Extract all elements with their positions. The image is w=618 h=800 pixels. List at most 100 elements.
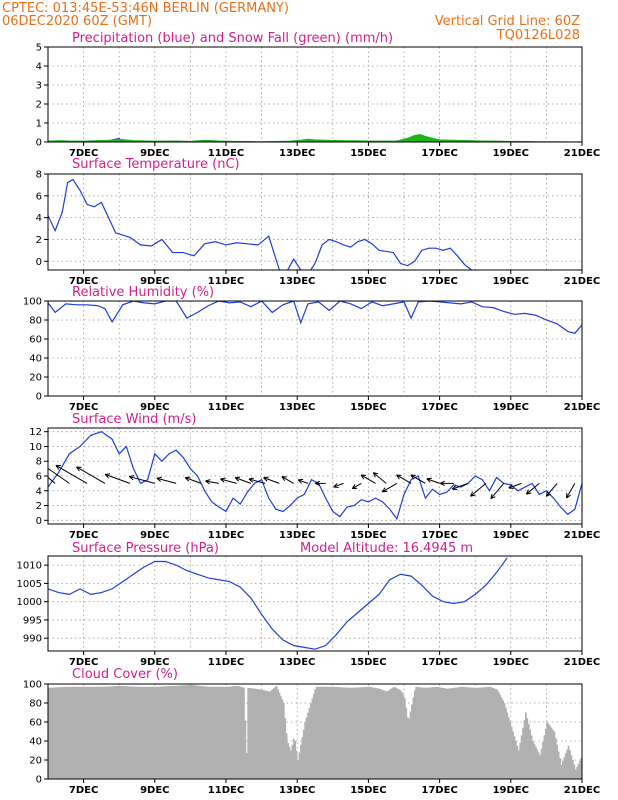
y-tick-label: 0 bbox=[36, 138, 42, 149]
cloud-cover-bar bbox=[77, 686, 80, 779]
y-tick-label: 2 bbox=[36, 100, 42, 111]
y-tick-label: 8 bbox=[36, 170, 42, 181]
cloud-cover-bar bbox=[214, 686, 217, 779]
cloud-cover-bar bbox=[411, 704, 413, 779]
x-tick-label: 21DEC bbox=[564, 402, 600, 413]
header-grid-note: Vertical Grid Line: 60Z bbox=[435, 14, 580, 29]
cloud-cover-bar bbox=[133, 686, 136, 779]
wind-arrow-shaft bbox=[248, 478, 266, 484]
wind-arrow bbox=[508, 482, 522, 490]
wind-arrow-shaft bbox=[396, 474, 412, 484]
cloud-cover-bar bbox=[354, 687, 356, 779]
y-tick-label: 1000 bbox=[17, 597, 42, 608]
wind-arrow-head bbox=[526, 492, 532, 495]
x-tick-label: 15DEC bbox=[350, 402, 386, 413]
cloud-cover-bar bbox=[530, 735, 533, 779]
cloud-cover-bar bbox=[543, 735, 546, 779]
cloud-cover-bar bbox=[405, 707, 408, 779]
x-tick-label: 17DEC bbox=[421, 657, 457, 668]
cloud-cover-bar bbox=[559, 758, 561, 779]
cloud-cover-bar bbox=[59, 687, 62, 779]
wind-arrow-head bbox=[426, 478, 431, 483]
cloud-cover-bar bbox=[143, 686, 146, 779]
cloud-cover-bar bbox=[421, 687, 423, 779]
cloud-cover-bar bbox=[190, 684, 193, 779]
cloud-cover-bar bbox=[374, 687, 376, 779]
cloud-cover-bar bbox=[203, 686, 205, 779]
cloud-cover-bar bbox=[156, 686, 158, 779]
cloud-cover-bar bbox=[60, 687, 63, 779]
x-tick-label: 11DEC bbox=[208, 402, 244, 413]
cloud-cover-bar bbox=[187, 685, 190, 779]
y-tick-label: 1010 bbox=[17, 561, 42, 572]
x-tick-label: 21DEC bbox=[564, 785, 600, 796]
cloud-cover-bar bbox=[556, 744, 559, 779]
wind-arrow bbox=[396, 474, 412, 484]
cloud-cover-bar bbox=[86, 686, 89, 779]
cloud-cover-bar bbox=[563, 757, 566, 779]
cloud-cover-bar bbox=[176, 685, 178, 779]
cloud-cover-bar bbox=[428, 687, 430, 779]
cloud-cover-bar bbox=[233, 686, 235, 779]
cloud-cover-bar bbox=[117, 685, 120, 779]
cloud-cover-bar bbox=[489, 686, 492, 779]
wind-arrow-head bbox=[508, 484, 513, 489]
wind-arrow-shaft bbox=[382, 482, 398, 493]
cloud-cover-bar bbox=[347, 687, 349, 779]
wind-arrow-head bbox=[315, 482, 320, 487]
cloud-cover-bar bbox=[274, 687, 277, 779]
cloud-cover-bar bbox=[129, 686, 131, 779]
y-tick-label: 6 bbox=[36, 191, 42, 202]
wind-arrow-head bbox=[470, 494, 476, 497]
cloud-cover-bar bbox=[357, 687, 359, 779]
panel-precip: 0 1 2 3 4 5 7DEC 9DEC 11DEC 13DEC 15DEC 17DEC 19DEC 2… bbox=[36, 43, 601, 160]
cloud-cover-bar bbox=[179, 685, 181, 779]
cloud-cover-bar bbox=[500, 697, 503, 779]
cloud-cover-bar bbox=[70, 686, 73, 779]
cloud-cover-bar bbox=[547, 723, 550, 779]
cloud-cover-bar bbox=[352, 687, 355, 779]
cloud-cover-bar bbox=[580, 758, 582, 779]
wind-arrow bbox=[48, 476, 56, 484]
panel-frame bbox=[47, 173, 583, 271]
cloud-cover-bar bbox=[198, 685, 201, 779]
wind-arrow-head bbox=[297, 479, 302, 484]
x-tick-label: 11DEC bbox=[208, 276, 244, 287]
cloud-cover-bar bbox=[349, 687, 352, 779]
cloud-cover-bar bbox=[388, 690, 391, 779]
wind-arrow bbox=[315, 480, 326, 487]
cloud-cover-bar bbox=[277, 689, 279, 779]
y-tick-label: 995 bbox=[23, 615, 42, 626]
wind-arrow bbox=[156, 476, 177, 484]
cloud-cover-bar bbox=[523, 720, 526, 779]
cloud-cover-bar bbox=[516, 745, 519, 779]
cloud-cover-bar bbox=[463, 687, 466, 779]
cloud-cover-bar bbox=[301, 737, 304, 779]
panel-title-humidity: Relative Humidity (%) bbox=[72, 285, 214, 300]
cloud-cover-bar bbox=[515, 741, 517, 779]
cloud-cover-bar bbox=[223, 686, 225, 779]
wind-arrow-head bbox=[184, 477, 190, 482]
y-tick-label: 10 bbox=[29, 442, 42, 453]
x-tick-label: 13DEC bbox=[279, 530, 315, 541]
cloud-cover-bar bbox=[527, 723, 530, 779]
x-tick-label: 17DEC bbox=[421, 530, 457, 541]
cloud-cover-bar bbox=[372, 687, 375, 779]
panel-grid bbox=[48, 47, 582, 142]
cloud-cover-bar bbox=[48, 687, 50, 779]
wind-arrow-head bbox=[470, 491, 474, 497]
cloud-cover-bar bbox=[566, 749, 569, 779]
cloud-cover-bar bbox=[52, 687, 54, 779]
cloud-cover-bar bbox=[438, 687, 440, 779]
cloud-cover-bar bbox=[294, 741, 297, 779]
wind-arrow-head bbox=[525, 489, 529, 495]
cloud-cover-bar bbox=[177, 685, 180, 779]
x-tick-label: 19DEC bbox=[493, 785, 529, 796]
cloud-cover-bar bbox=[329, 686, 332, 779]
wind-arrow bbox=[360, 474, 376, 484]
cloud-cover-bar bbox=[549, 725, 551, 779]
cloud-cover-bar bbox=[328, 686, 331, 779]
x-tick-label: 13DEC bbox=[279, 402, 315, 413]
cloud-cover-bar bbox=[237, 686, 240, 779]
cloud-cover-bar bbox=[120, 685, 123, 779]
